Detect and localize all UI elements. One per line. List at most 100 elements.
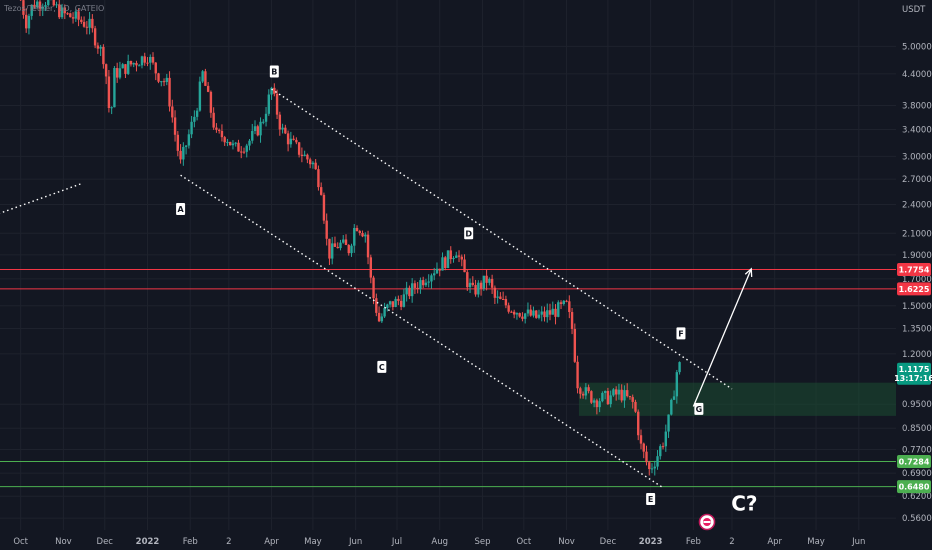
candle-body — [391, 301, 395, 307]
candle — [88, 11, 91, 35]
candle-body — [419, 280, 422, 290]
candle-body — [659, 446, 662, 457]
candle-body — [231, 143, 235, 146]
candle-body — [386, 304, 389, 308]
candle — [573, 323, 577, 363]
wave-label-box — [377, 360, 387, 373]
candle — [565, 299, 568, 303]
candle — [157, 72, 160, 84]
candle — [551, 301, 554, 315]
candle-body — [347, 244, 350, 254]
candle — [391, 301, 395, 311]
candle-body — [126, 60, 130, 74]
candle — [237, 139, 240, 152]
candle — [364, 232, 367, 243]
candle — [217, 128, 221, 134]
candle — [113, 66, 116, 108]
wave-label-text: F — [678, 329, 683, 338]
time-tick-label: Jul — [391, 537, 402, 547]
candle — [386, 303, 389, 312]
candle — [504, 295, 508, 309]
candle-body — [328, 238, 331, 259]
candle — [149, 54, 152, 70]
candle — [424, 278, 428, 287]
candle-body — [667, 414, 670, 432]
candle — [58, 0, 61, 20]
candle-body — [584, 387, 588, 396]
candle — [229, 141, 232, 146]
candle-body — [165, 77, 168, 82]
time-tick-label: Nov — [55, 537, 72, 547]
price-tick-label: 2.1000 — [902, 229, 932, 239]
candle — [22, 0, 25, 19]
candle-body — [342, 239, 345, 243]
candle-body — [319, 187, 323, 195]
candle — [311, 161, 315, 169]
candle-body — [193, 116, 196, 122]
candle-body — [308, 159, 312, 165]
candle — [457, 250, 461, 263]
candle-body — [675, 372, 679, 397]
candle-body — [306, 154, 309, 160]
candle — [637, 409, 640, 441]
candle-body — [449, 250, 452, 260]
candle-body — [264, 113, 268, 122]
candle — [609, 390, 612, 408]
candle — [499, 292, 502, 300]
candle — [342, 235, 345, 244]
price-tick-label: 2.7000 — [902, 175, 932, 185]
candle — [548, 303, 552, 321]
candle — [606, 387, 610, 406]
candle — [397, 295, 400, 306]
price-axis[interactable]: 5.0000 4.4000 3.8000 3.4000 3.0000 2.7000 2.40… — [902, 42, 932, 524]
time-axis[interactable]: Oct Nov Dec 2022 Feb 2 Apr May Jun Jul Aug Sep Oct No… — [13, 537, 865, 547]
candle — [535, 310, 538, 319]
candle-body — [256, 126, 259, 136]
candle — [488, 277, 491, 286]
candle — [444, 255, 447, 271]
time-tick-label: 2 — [226, 537, 231, 547]
candle — [529, 304, 532, 317]
price-tick-label: 0.7700 — [902, 446, 932, 456]
resistance-price-pill-bg — [897, 262, 931, 276]
candle — [468, 278, 472, 293]
candle-body — [634, 401, 637, 412]
candle — [209, 90, 213, 118]
candle — [226, 138, 229, 147]
candle — [248, 138, 251, 151]
candle — [66, 12, 69, 16]
wave-label-box — [646, 492, 656, 505]
time-tick-label: Oct — [13, 537, 28, 547]
candle-body — [496, 296, 499, 298]
candle — [628, 395, 632, 400]
wave-label-box — [694, 402, 704, 415]
candle-body — [259, 121, 262, 136]
candle — [27, 13, 31, 35]
candle-body — [229, 141, 232, 146]
candle-body — [551, 308, 554, 315]
candle — [36, 0, 39, 9]
candle-body — [372, 277, 375, 299]
candle-body — [160, 81, 163, 83]
candle — [201, 69, 204, 84]
price-tick-label: 3.0000 — [902, 152, 932, 162]
candle — [289, 131, 293, 148]
candle-body — [311, 162, 315, 165]
candle-body — [286, 133, 290, 145]
candle-body — [22, 0, 25, 15]
candle-body — [322, 194, 326, 221]
candle-body — [38, 1, 42, 9]
candle-body — [477, 282, 480, 295]
candle-body — [36, 1, 39, 8]
candle-body — [74, 11, 78, 19]
candle-body — [93, 28, 97, 46]
wave-label: G — [694, 402, 704, 415]
candle — [452, 256, 455, 263]
candle-body — [433, 273, 436, 276]
candle — [601, 391, 604, 403]
candle-body — [171, 106, 174, 118]
last-price-pill-bg — [897, 362, 931, 385]
candle-body — [595, 400, 599, 408]
